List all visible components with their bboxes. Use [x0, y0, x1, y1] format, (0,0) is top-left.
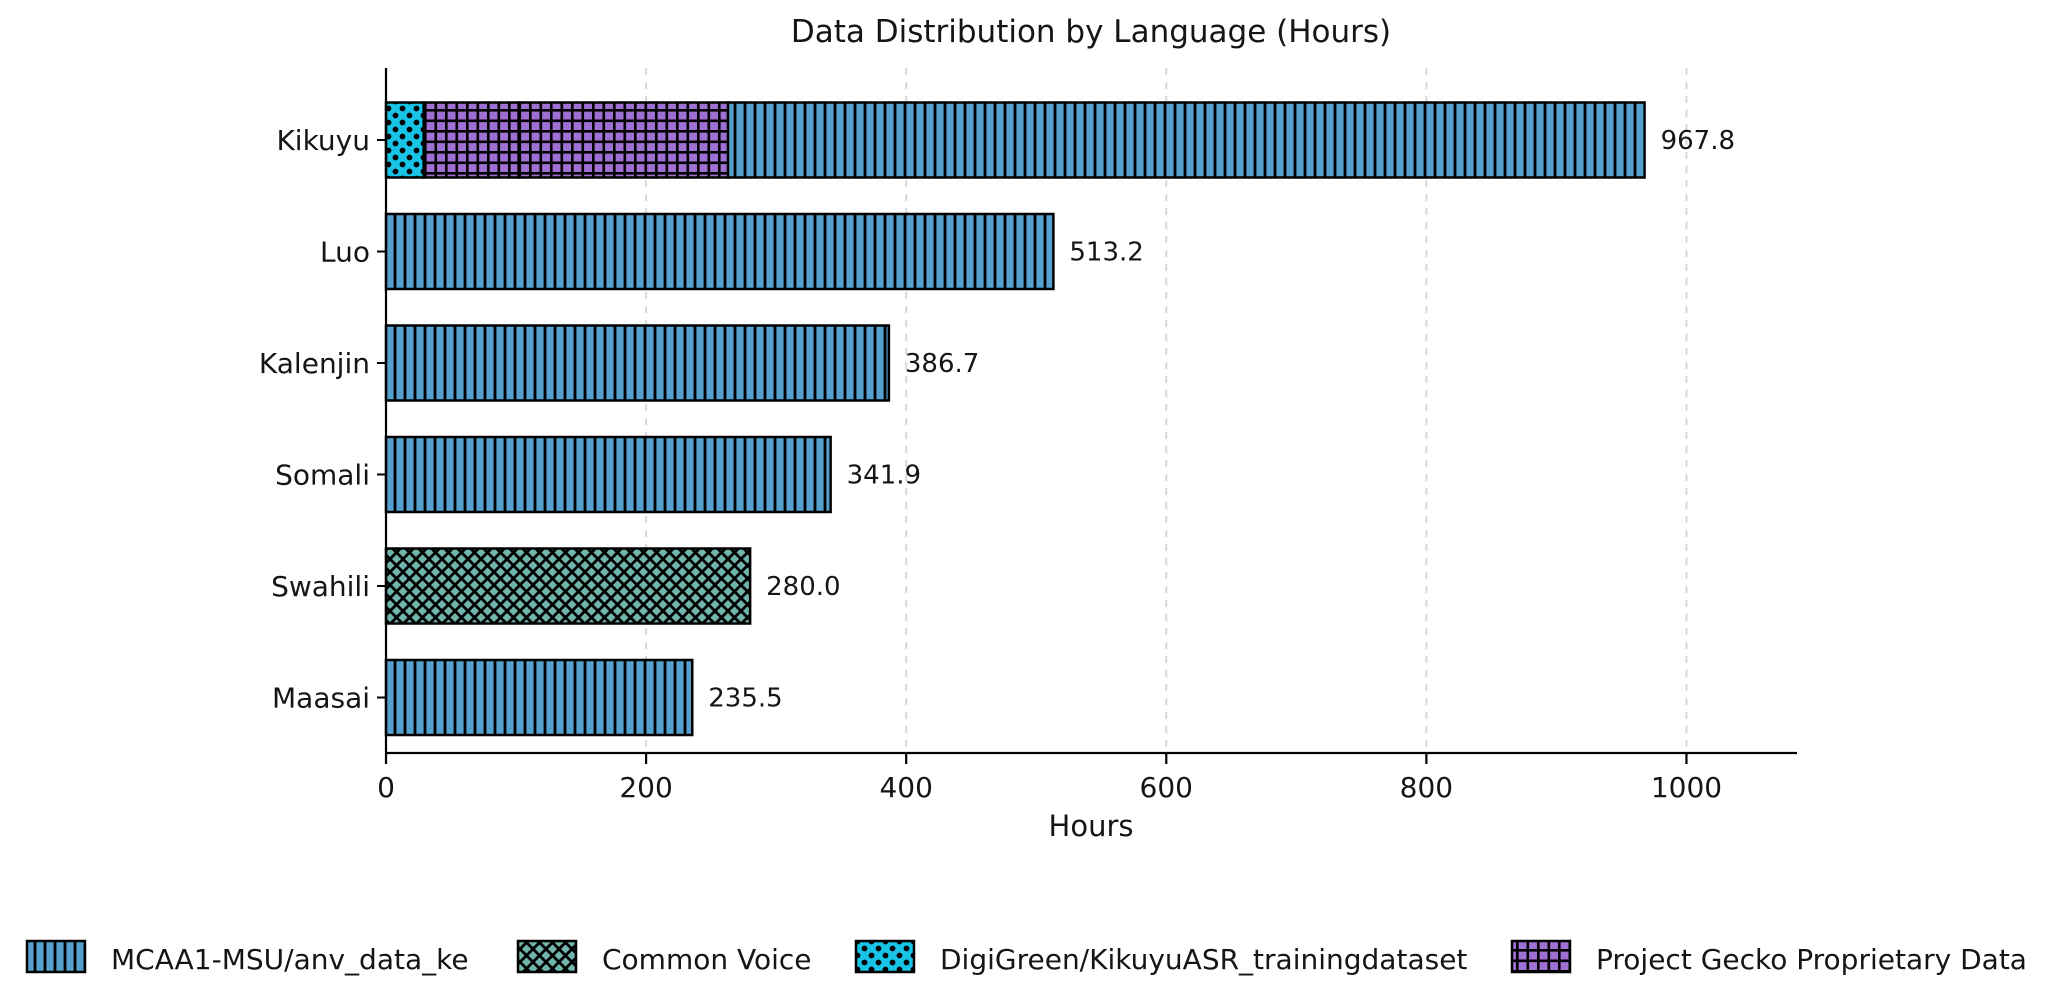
legend-label-1: Common Voice — [602, 943, 812, 976]
legend-label-2: DigiGreen/KikuyuASR_trainingdataset — [940, 943, 1467, 976]
legend-swatch-1 — [516, 939, 578, 974]
y-tick-label-kikuyu: Kikuyu — [276, 124, 370, 157]
legend-swatch-3 — [1510, 939, 1572, 974]
legend-label-3: Project Gecko Proprietary Data — [1596, 943, 2027, 976]
bar-segment-kikuyu-2 — [517, 101, 730, 179]
y-tick-label-maasai: Maasai — [272, 682, 370, 715]
bar-segment-somali-0 — [384, 435, 832, 514]
bar-value-label-luo: 513.2 — [1069, 238, 1143, 268]
bar-value-label-kalenjin: 386.7 — [905, 349, 979, 379]
legend-label-0: MCAA1-MSU/anv_data_ke — [111, 943, 469, 976]
y-tick-label-somali: Somali — [275, 459, 370, 492]
x-tick-label-600: 600 — [1140, 771, 1193, 804]
bar-segment-luo-0 — [384, 212, 1055, 291]
legend-swatch-2 — [854, 939, 916, 974]
bar-segment-kikuyu-0 — [384, 101, 425, 179]
y-tick-label-swahili: Swahili — [271, 570, 370, 603]
axis-labels: 967.8 Kikuyu 513.2 Luo 386.7 Kalenjin 341.9 Som… — [259, 124, 1735, 715]
y-tick-label-kalenjin: Kalenjin — [259, 347, 370, 380]
x-tick-label-1000: 1000 — [1651, 771, 1722, 804]
bar-segment-maasai-0 — [384, 658, 694, 737]
bar-segment-kalenjin-0 — [384, 324, 891, 402]
bar-value-label-kikuyu: 967.8 — [1661, 126, 1735, 156]
bar-value-label-somali: 341.9 — [847, 461, 921, 491]
legend-swatch-0 — [25, 939, 87, 974]
x-tick-label-200: 200 — [619, 771, 672, 804]
bar-value-label-swahili: 280.0 — [766, 572, 840, 602]
bar-value-label-maasai: 235.5 — [708, 684, 782, 714]
x-axis-title: Hours — [1049, 809, 1134, 843]
x-tick-label-400: 400 — [879, 771, 932, 804]
gridlines — [645, 68, 1688, 753]
y-tick-label-luo: Luo — [320, 236, 370, 269]
bar-segment-kikuyu-1 — [422, 101, 520, 179]
legend: MCAA1-MSU/anv_data_ke Common Voice DigiGre… — [25, 939, 2027, 976]
x-tick-label-0: 0 — [377, 771, 395, 804]
bar-segment-kikuyu-3 — [726, 101, 1646, 179]
x-tick-label-800: 800 — [1400, 771, 1453, 804]
bars — [384, 101, 1646, 737]
bar-segment-swahili-0 — [384, 547, 752, 625]
chart-title: Data Distribution by Language (Hours) — [791, 14, 1391, 50]
axes: 0 200 400 600 800 1000 — [377, 68, 1797, 804]
